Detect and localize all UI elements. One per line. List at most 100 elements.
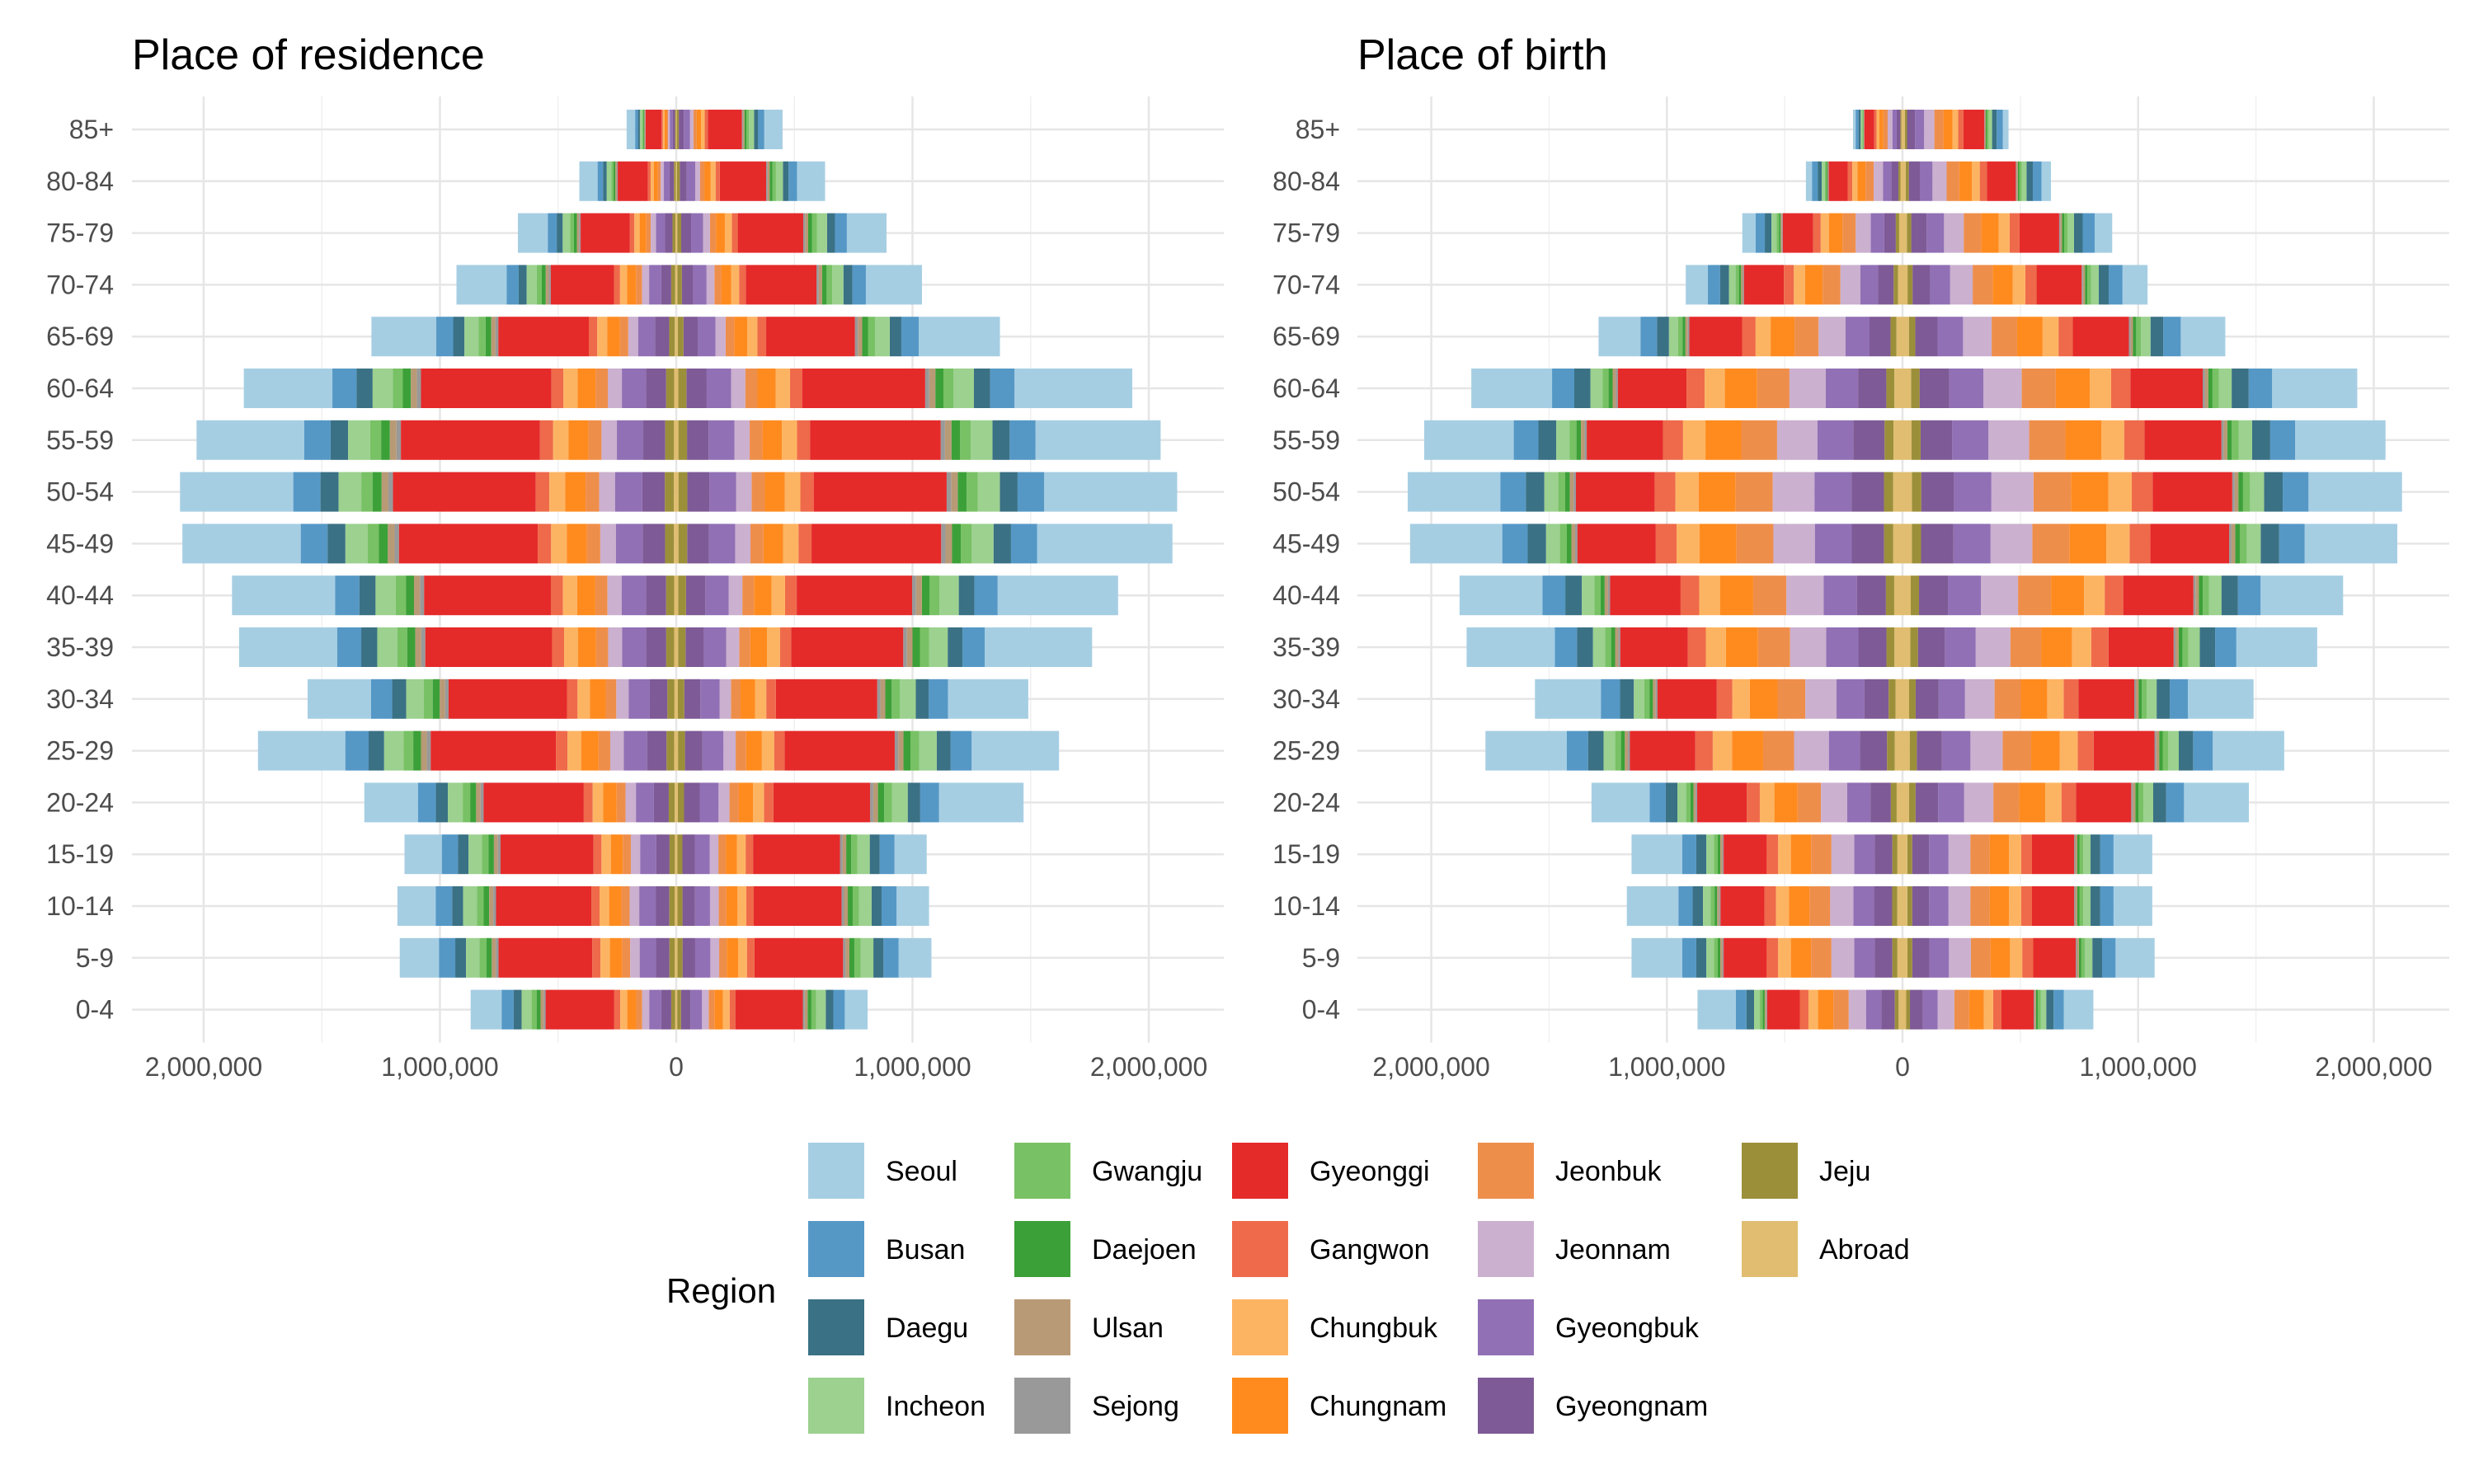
bar-chungnam-30-34-right	[740, 679, 755, 719]
bar-abroad-20-24-right	[1903, 782, 1909, 823]
bar-gyeongnam-15-19-right	[1912, 834, 1930, 875]
bar-ulsan-85-right	[1984, 110, 1987, 149]
bar-chungbuk-10-14-right	[2009, 886, 2021, 926]
bar-gyeongbuk-0-4-right	[690, 989, 703, 1030]
bar-seoul-30-34-right	[948, 679, 1028, 719]
bar-jeju-5-9-left	[1892, 937, 1898, 978]
bar-gyeongnam-30-34-left	[1864, 679, 1889, 719]
bar-gyeongnam-5-9-right	[1912, 937, 1930, 978]
bar-daejoen-5-9-right	[849, 937, 855, 978]
bar-gwangju-45-49-left	[367, 524, 379, 564]
bar-ulsan-55-59-right	[944, 420, 952, 460]
bar-jeonnam-85-right	[1924, 110, 1935, 149]
bar-jeonnam-30-34-right	[1964, 679, 1995, 719]
bar-ulsan-20-24-left	[1693, 782, 1696, 823]
bar-gangwon-45-49-left	[1655, 524, 1677, 564]
bar-ulsan-55-59-left	[389, 420, 397, 460]
bar-gyeonggi-20-24-left	[483, 782, 584, 823]
bar-gyeongnam-75-79-left	[1884, 213, 1896, 253]
bar-jeju-60-64-right	[678, 369, 687, 408]
bar-busan-15-19-left	[1681, 834, 1696, 875]
bar-gwangju-5-9-left	[1714, 937, 1719, 978]
bar-ulsan-70-74-left	[1741, 265, 1743, 305]
bar-seoul-85-right	[2002, 110, 2009, 149]
bar-daegu-10-14-left	[1692, 886, 1704, 926]
bar-daejoen-0-4-right	[2035, 989, 2039, 1030]
y-tick-label: 0-4	[76, 995, 114, 1025]
bar-abroad-25-29-right	[1903, 730, 1910, 771]
bar-gangwon-5-9-left	[1766, 937, 1779, 978]
bar-jeonnam-50-54-left	[1772, 472, 1815, 512]
bar-busan-30-34-right	[929, 679, 948, 719]
bar-gyeonggi-0-4-left	[1766, 989, 1800, 1030]
bar-gyeongnam-45-49-left	[1851, 524, 1884, 564]
legend-swatch	[1742, 1143, 1798, 1199]
bar-daegu-65-69-left	[453, 317, 465, 357]
bar-jeonbuk-45-49-left	[586, 524, 600, 564]
bar-sejong-15-19-right	[2074, 834, 2076, 875]
bar-abroad-35-39-left	[1894, 627, 1903, 667]
bar-jeonbuk-50-54-right	[751, 472, 765, 512]
bar-abroad-45-49-right	[676, 524, 679, 564]
bar-daejoen-70-74-right	[821, 265, 827, 305]
legend-item-daegu: Daegu	[808, 1299, 968, 1355]
bar-jeju-40-44-right	[1911, 575, 1920, 616]
bar-gangwon-5-9-left	[592, 937, 601, 978]
bar-daegu-35-39-right	[2199, 627, 2216, 667]
bar-busan-70-74-left	[506, 265, 519, 305]
bar-seoul-5-9-left	[1631, 937, 1682, 978]
bar-gyeonggi-65-69-left	[498, 317, 590, 357]
y-tick-label: 20-24	[46, 787, 114, 817]
bar-gwangju-60-64-right	[2212, 369, 2219, 408]
bar-gwangju-0-4-left	[531, 989, 537, 1030]
bar-daejoen-20-24-right	[877, 782, 885, 823]
bar-abroad-85-right	[676, 110, 677, 149]
bar-sejong-55-59-right	[940, 420, 945, 460]
bar-ulsan-40-44-right	[915, 575, 922, 616]
bar-seoul-55-59-left	[1424, 420, 1514, 460]
bar-jeonbuk-55-59-left	[588, 420, 602, 460]
bar-gwangju-30-34-right	[891, 679, 900, 719]
bar-gangwon-85-right	[704, 110, 708, 149]
bar-ulsan-80-84-right	[2016, 161, 2018, 201]
bar-chungbuk-60-64-left	[563, 369, 578, 408]
bar-chungbuk-60-64-right	[775, 369, 790, 408]
bar-busan-25-29-right	[2193, 730, 2213, 771]
bar-gyeongbuk-85-right	[1915, 110, 1925, 149]
bar-gyeongnam-85-left	[1896, 110, 1901, 149]
bar-gyeongnam-65-69-left	[655, 317, 670, 357]
y-tick-label: 65-69	[46, 322, 114, 351]
bar-gyeonggi-35-39-right	[791, 627, 904, 667]
bar-incheon-30-34-right	[899, 679, 916, 719]
bar-incheon-70-74-right	[2091, 265, 2099, 305]
bar-jeonnam-35-39-right	[726, 627, 740, 667]
bar-gwangju-55-59-right	[2232, 420, 2239, 460]
bar-sejong-10-14-left	[493, 886, 496, 926]
bar-daejoen-75-79-left	[573, 213, 577, 253]
bar-ulsan-40-44-right	[2195, 575, 2199, 616]
bar-chungnam-35-39-left	[1725, 627, 1758, 667]
bar-daejoen-30-34-right	[2138, 679, 2142, 719]
bar-jeonnam-75-79-left	[651, 213, 656, 253]
x-tick-label: 2,000,000	[1090, 1052, 1207, 1082]
bar-jeonnam-55-59-right	[734, 420, 750, 460]
bar-gwangju-80-84-left	[1824, 161, 1827, 201]
bar-seoul-60-64-right	[1014, 369, 1133, 408]
bar-daegu-55-59-left	[330, 420, 349, 460]
bar-gyeonggi-60-64-right	[802, 369, 925, 408]
bar-chungbuk-60-64-left	[1705, 369, 1725, 408]
bar-gwangju-40-44-left	[395, 575, 407, 616]
bar-jeju-10-14-right	[677, 886, 683, 926]
bar-seoul-60-64-left	[1471, 369, 1553, 408]
bar-seoul-35-39-right	[2236, 627, 2317, 667]
bar-jeju-0-4-left	[1894, 989, 1899, 1030]
bar-abroad-70-74-left	[675, 265, 676, 305]
bar-jeju-55-59-left	[665, 420, 675, 460]
legend-item-gyeonggi: Gyeonggi	[1232, 1143, 1430, 1199]
bar-daejoen-15-19-right	[846, 834, 852, 875]
bar-chungbuk-5-9-right	[2010, 937, 2023, 978]
bar-jeonbuk-20-24-left	[616, 782, 626, 823]
bar-abroad-75-79-left	[1898, 213, 1903, 253]
legend-item-seoul: Seoul	[808, 1143, 957, 1199]
bar-gyeonggi-30-34-left	[448, 679, 567, 719]
